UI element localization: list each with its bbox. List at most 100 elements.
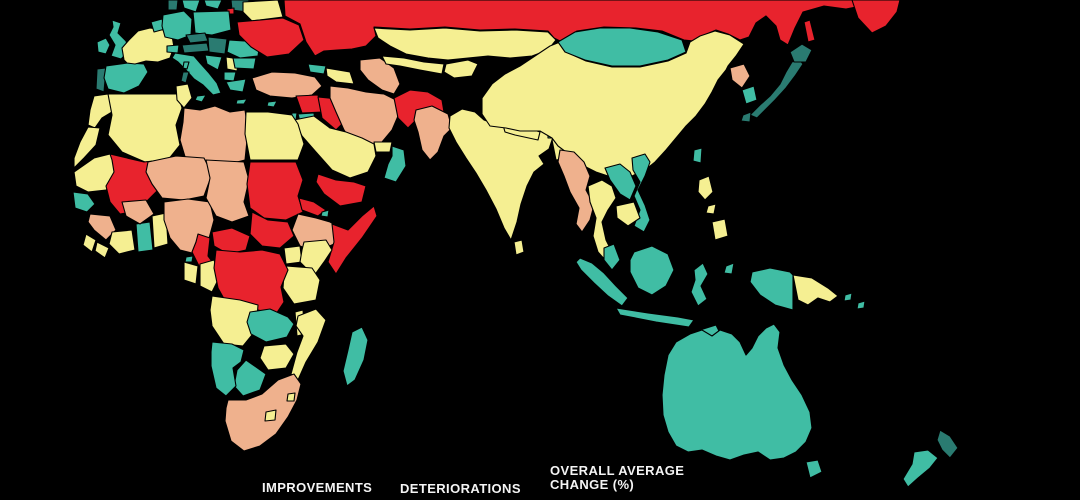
country-azerbaijan	[325, 67, 355, 85]
country-japan-kyushu	[740, 111, 752, 123]
country-zambia	[246, 308, 295, 343]
country-new-zealand-south	[902, 449, 939, 488]
country-germany	[161, 10, 193, 41]
country-indonesia-java	[615, 307, 695, 328]
country-kyrgyzstan-tajikistan	[443, 59, 479, 79]
country-turkey	[251, 71, 323, 99]
country-north-korea	[729, 63, 751, 89]
country-solomon-islands	[843, 292, 853, 302]
country-russia	[851, 0, 901, 34]
country-angola	[209, 295, 259, 347]
country-france	[121, 27, 175, 65]
country-libya	[179, 105, 249, 166]
legend-improvements-label: IMPROVEMENTS	[262, 480, 373, 495]
country-ireland	[96, 37, 111, 55]
country-tanzania	[282, 265, 321, 305]
country-gabon	[183, 261, 199, 285]
country-south-africa	[224, 373, 302, 452]
country-kenya	[299, 239, 333, 277]
country-uganda	[283, 245, 303, 265]
country-liberia	[94, 241, 110, 259]
country-togo-benin	[151, 212, 169, 249]
country-albania-macedonia	[223, 71, 237, 82]
country-japan	[749, 57, 804, 119]
country-switzerland	[166, 44, 180, 54]
country-somalia	[327, 205, 378, 275]
country-vietnam	[631, 153, 651, 233]
country-sardinia	[180, 71, 190, 84]
country-taiwan	[692, 147, 703, 164]
country-ghana	[135, 221, 154, 253]
country-burkina-faso	[121, 199, 155, 225]
country-equatorial-guinea	[184, 255, 194, 263]
country-cambodia	[615, 201, 641, 227]
country-chad	[205, 159, 250, 223]
country-ukraine	[236, 17, 305, 58]
country-mongolia	[557, 27, 687, 67]
country-bulgaria	[232, 57, 257, 70]
country-egypt	[244, 111, 305, 161]
country-new-zealand-north	[936, 429, 959, 459]
country-austria	[181, 42, 210, 54]
country-greece-crete	[235, 98, 248, 105]
country-indonesia-sumatra	[575, 257, 629, 307]
country-corsica	[182, 61, 190, 70]
country-namibia	[210, 341, 245, 397]
country-kazakhstan	[373, 27, 557, 61]
country-malaysia	[603, 243, 621, 271]
country-sweden	[203, 0, 223, 10]
country-senegal	[72, 191, 96, 213]
country-laos	[604, 163, 637, 201]
country-russia	[803, 19, 816, 43]
country-solomon-islands	[856, 300, 866, 310]
country-ivory-coast	[108, 229, 136, 255]
country-portugal	[95, 67, 107, 93]
country-guinea	[87, 213, 117, 241]
country-papua-new-guinea	[792, 274, 839, 306]
country-japan-hokkaido	[789, 43, 813, 63]
country-zimbabwe	[259, 343, 295, 371]
country-denmark	[167, 0, 179, 11]
country-czechia	[185, 32, 209, 44]
country-poland	[192, 10, 232, 36]
country-tunisia	[175, 83, 193, 109]
country-belarus	[242, 0, 284, 22]
country-myanmar	[557, 149, 595, 233]
country-philippines-visayas	[705, 203, 717, 215]
country-sudan	[246, 161, 304, 221]
country-madagascar	[342, 326, 369, 387]
country-sierra-leone	[82, 233, 97, 253]
country-south-korea	[741, 85, 758, 105]
country-spain	[103, 62, 149, 94]
country-algeria	[107, 93, 183, 163]
legend-deteriorations-label: DETERIORATIONS	[400, 481, 521, 496]
country-norway	[181, 0, 201, 13]
country-uae	[373, 141, 393, 153]
country-djibouti	[320, 209, 330, 218]
country-niger	[145, 155, 213, 201]
country-italy-sicily	[194, 94, 207, 103]
country-croatia-bosnia	[204, 54, 223, 71]
country-russia	[283, 0, 869, 57]
legend-overall-average-label: OVERALL AVERAGE CHANGE (%)	[550, 463, 685, 492]
country-uzbekistan	[381, 55, 445, 75]
country-oman	[383, 145, 407, 183]
country-slovakia-hungary	[207, 36, 228, 55]
country-botswana	[233, 359, 267, 397]
country-indonesia-west-papua	[749, 267, 794, 311]
country-south-sudan	[249, 211, 295, 249]
country-lesotho	[264, 409, 277, 422]
country-philippines-luzon	[697, 175, 714, 201]
country-indonesia-maluku	[723, 262, 735, 275]
country-australia-tasmania	[805, 459, 823, 479]
country-western-sahara	[73, 126, 101, 169]
country-central-african-republic	[211, 227, 251, 255]
country-eswatini	[286, 392, 296, 402]
country-australia	[661, 323, 813, 461]
country-sri-lanka	[513, 239, 525, 256]
country-saudi-arabia	[293, 115, 377, 179]
country-cyprus	[266, 100, 278, 108]
country-philippines-mindanao	[711, 218, 729, 241]
